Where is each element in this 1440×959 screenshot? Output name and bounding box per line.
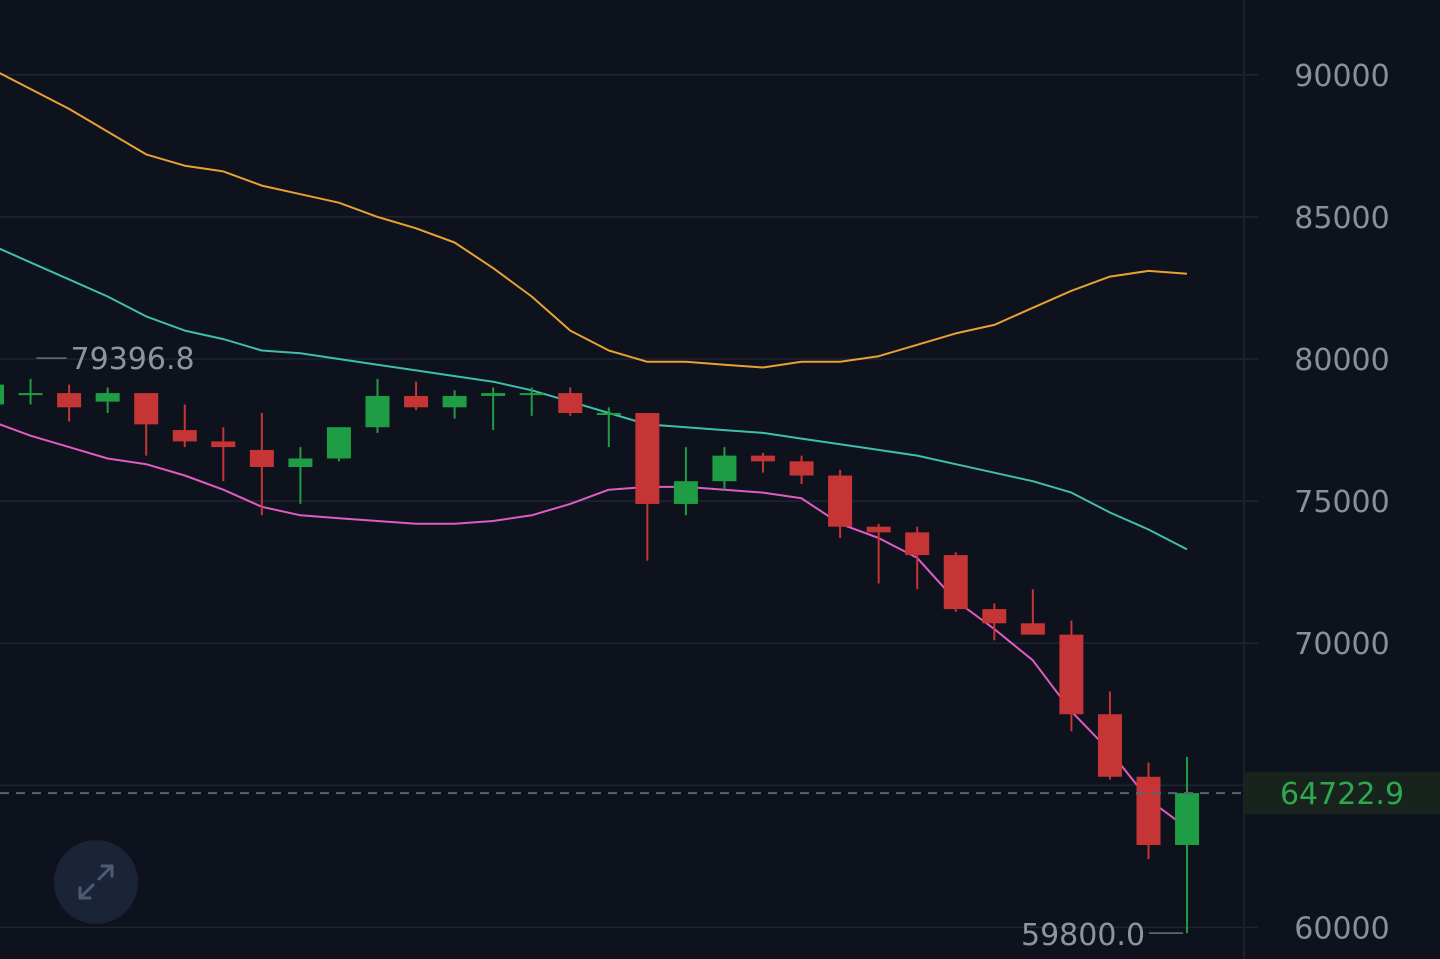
candle-body xyxy=(481,393,506,396)
y-tick-label: 80000 xyxy=(1294,343,1389,378)
candle-body xyxy=(982,609,1007,624)
candle-body xyxy=(596,412,621,415)
candle-body xyxy=(326,427,351,459)
candle-body xyxy=(134,393,159,425)
candle-body xyxy=(1059,634,1084,715)
candle-body xyxy=(558,393,583,413)
current-price-label: 64722.9 xyxy=(1280,777,1404,812)
candle[interactable] xyxy=(751,452,775,473)
high-annotation-label: 79396.8 xyxy=(71,342,195,377)
candle[interactable] xyxy=(635,412,660,561)
candle[interactable] xyxy=(481,387,506,431)
candle-body xyxy=(172,430,197,442)
upper-band-line xyxy=(0,72,1188,369)
candle[interactable] xyxy=(712,447,737,490)
candle-body xyxy=(1175,793,1200,845)
candle[interactable] xyxy=(1059,620,1084,732)
candle-body xyxy=(365,395,390,428)
candle[interactable] xyxy=(866,523,891,584)
expand-button[interactable] xyxy=(54,840,138,924)
candle[interactable] xyxy=(404,381,429,411)
candle[interactable] xyxy=(558,387,583,416)
candle-body xyxy=(519,393,544,396)
candle[interactable] xyxy=(1136,762,1161,860)
candle[interactable] xyxy=(326,427,351,462)
candle[interactable] xyxy=(1097,691,1122,780)
candle-body xyxy=(442,395,467,408)
candle[interactable] xyxy=(1175,756,1200,934)
candle[interactable] xyxy=(442,390,467,419)
candle[interactable] xyxy=(596,407,621,448)
current-price-tag xyxy=(1244,772,1440,815)
candle-body xyxy=(673,481,698,504)
candle-body xyxy=(249,449,274,467)
candle-body xyxy=(635,412,660,504)
candle-body xyxy=(905,532,930,556)
candle[interactable] xyxy=(519,387,544,416)
lower-band-line xyxy=(0,423,1188,829)
candle[interactable] xyxy=(134,393,159,456)
candle-body xyxy=(866,526,891,533)
candle[interactable] xyxy=(828,469,853,539)
candle[interactable] xyxy=(365,378,390,433)
candle-body xyxy=(1020,623,1045,635)
candle-body xyxy=(751,455,775,462)
candle[interactable] xyxy=(172,404,197,448)
candle-body xyxy=(18,393,43,396)
candle-body xyxy=(1136,776,1161,845)
candle[interactable] xyxy=(18,378,43,405)
candle[interactable] xyxy=(211,427,236,482)
candle[interactable] xyxy=(905,526,930,590)
candle[interactable] xyxy=(0,382,4,422)
candle[interactable] xyxy=(249,412,274,516)
candle[interactable] xyxy=(789,455,814,485)
y-tick-label: 90000 xyxy=(1294,59,1389,94)
candle[interactable] xyxy=(673,447,698,516)
low-annotation-label: 59800.0 xyxy=(1021,918,1145,953)
candle-body xyxy=(943,555,968,610)
y-tick-label: 60000 xyxy=(1294,911,1389,946)
candle-body xyxy=(712,455,737,482)
candle-body xyxy=(57,393,82,408)
candle-body xyxy=(288,458,313,467)
middle-band-line xyxy=(0,247,1188,551)
y-tick-label: 75000 xyxy=(1294,485,1389,520)
candle[interactable] xyxy=(57,384,82,422)
candle-body xyxy=(828,475,853,527)
candle[interactable] xyxy=(943,552,968,612)
candle-body xyxy=(404,395,429,408)
candle[interactable] xyxy=(1020,589,1045,635)
candle-body xyxy=(1097,714,1122,777)
candle[interactable] xyxy=(288,447,313,504)
candle-body xyxy=(211,441,236,448)
candle-body xyxy=(95,393,120,402)
y-tick-label: 70000 xyxy=(1294,627,1389,662)
candle-body xyxy=(789,461,814,476)
candle-body xyxy=(0,384,4,405)
candle[interactable] xyxy=(982,603,1007,641)
candle[interactable] xyxy=(95,387,120,413)
y-tick-label: 85000 xyxy=(1294,201,1389,236)
expand-arrows-icon xyxy=(78,864,114,900)
